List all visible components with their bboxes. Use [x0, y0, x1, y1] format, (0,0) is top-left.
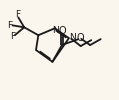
Text: F: F [7, 21, 12, 30]
Text: F: F [15, 10, 20, 20]
Text: O: O [77, 33, 84, 43]
Text: N: N [69, 33, 76, 42]
Text: F: F [10, 32, 15, 41]
Text: N: N [53, 26, 59, 35]
Text: O: O [58, 26, 66, 36]
